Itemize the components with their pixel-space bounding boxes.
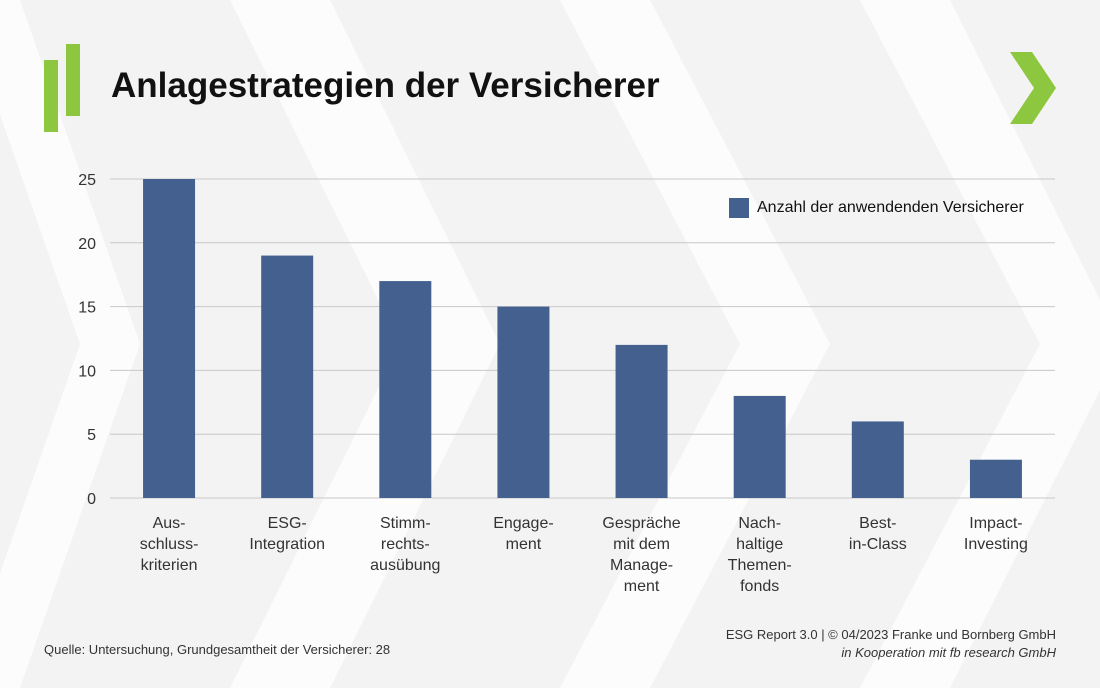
cooperation-line: in Kooperation mit fb research GmbH [841,645,1056,660]
x-tick-label: Impact-Investing [964,515,1028,553]
y-tick-label: 5 [87,427,96,444]
logo-bar-tall [66,44,80,116]
x-tick-label: Engage-ment [493,515,554,553]
x-tick-label: Stimm-rechts-ausübung [370,515,440,574]
page-title: Anlagestrategien der Versicherer [111,66,660,105]
bar [851,421,904,498]
bar [615,344,668,498]
chevron-right-icon [1010,52,1056,124]
bar [143,179,196,498]
credit-note: ESG Report 3.0 | © 04/2023 Franke und Bo… [726,626,1056,662]
y-tick-label: 15 [78,300,96,317]
source-note: Quelle: Untersuchung, Grundgesamtheit de… [44,642,391,657]
legend-label: Anzahl der anwendenden Versicherer [757,199,1024,216]
bar [733,395,786,498]
bar [261,255,314,498]
x-tick-label: Gespräche mit dem Manage-ment [602,515,680,595]
logo-bar-short [44,60,58,132]
y-tick-label: 0 [87,491,96,508]
bar [379,281,432,498]
y-tick-label: 20 [78,236,96,253]
x-tick-label: Nach-haltige Themen-fonds [728,515,792,595]
x-tick-label: Best-in-Class [849,515,907,553]
bar [497,306,550,498]
legend-swatch [729,198,749,218]
bar [969,459,1022,498]
y-tick-label: 10 [78,363,96,380]
chart-legend: Anzahl der anwendenden Versicherer [729,198,1024,218]
y-tick-label: 25 [78,172,96,189]
x-tick-label: ESG-Integration [249,515,325,553]
x-tick-label: Aus-schluss-kriterien [140,515,199,574]
credit-line: ESG Report 3.0 | © 04/2023 Franke und Bo… [725,627,1056,642]
